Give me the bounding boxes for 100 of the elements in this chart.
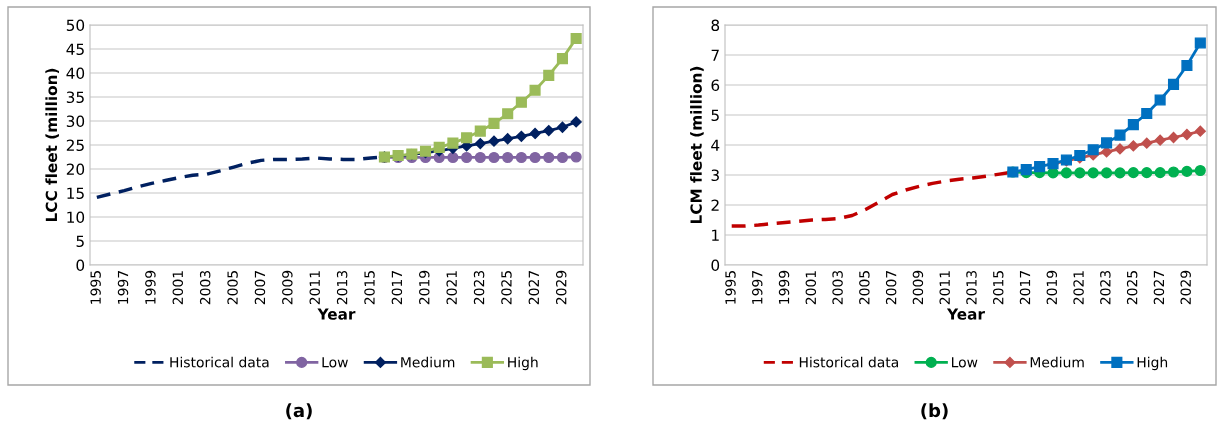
point — [1141, 107, 1153, 120]
x-tick-label: 2017 — [1019, 271, 1031, 305]
y-tick-label: 45 — [66, 43, 84, 56]
y-tick-label: 0 — [76, 259, 85, 272]
point — [543, 124, 555, 137]
y-tick-label: 40 — [66, 67, 85, 80]
y-tick-label: 5 — [711, 109, 719, 122]
point — [502, 133, 514, 145]
point — [1167, 131, 1180, 144]
point — [474, 137, 486, 150]
point — [1114, 129, 1126, 141]
x-tick-label: 2021 — [446, 271, 457, 305]
point — [515, 130, 527, 142]
x-tick-label: 2015 — [993, 271, 1004, 305]
y-tick-label: 5 — [76, 235, 84, 248]
x-tick-label: 2005 — [859, 271, 870, 305]
y-axis-title: LCM fleet (million) — [690, 66, 704, 224]
point — [570, 116, 582, 128]
y-tick-label: 8 — [711, 19, 720, 32]
y-tick-label: 1 — [712, 229, 719, 241]
point — [1101, 167, 1113, 179]
x-tick-label: 2003 — [199, 270, 211, 305]
point — [1194, 37, 1206, 49]
y-tick-label: 4 — [711, 139, 720, 151]
point — [1194, 164, 1206, 177]
x-tick-label: 2025 — [501, 271, 512, 305]
x-tick-label: 2027 — [528, 271, 540, 305]
y-tick-label: 3 — [711, 169, 719, 182]
x-tick-label: 2009 — [912, 270, 924, 305]
point — [529, 151, 541, 164]
x-tick-label: 2007 — [254, 271, 266, 305]
point — [1101, 137, 1113, 149]
x-tick-label: 1999 — [145, 270, 156, 304]
point — [1194, 125, 1206, 137]
point — [474, 125, 486, 137]
point — [1154, 167, 1166, 179]
legend-label: Low — [322, 357, 348, 368]
point — [1167, 78, 1180, 90]
x-tick-label: 2023 — [473, 270, 485, 305]
point — [502, 151, 514, 164]
legend-label: High — [1137, 356, 1168, 371]
legend-label: High — [508, 356, 538, 371]
point — [556, 121, 569, 133]
point — [447, 151, 459, 164]
x-tick-label: 2003 — [832, 270, 843, 305]
point — [543, 69, 555, 81]
x-tick-label: 1999 — [778, 270, 790, 304]
point — [1034, 161, 1046, 173]
point — [488, 117, 500, 129]
point — [1114, 143, 1126, 155]
point — [1181, 128, 1193, 141]
y-axis-title: LCC fleet (million) — [45, 68, 59, 222]
point — [1181, 165, 1193, 177]
point — [447, 137, 459, 149]
x-tick-label: 1997 — [117, 271, 129, 304]
legend-label: Medium — [401, 356, 455, 368]
x-tick-label: 2001 — [805, 271, 817, 305]
legend-label: Historical data — [799, 356, 898, 368]
point — [570, 151, 582, 163]
point — [529, 84, 541, 96]
point — [1087, 167, 1099, 179]
y-tick-label: 25 — [66, 139, 84, 152]
x-tick-label: 2007 — [885, 271, 897, 305]
legend-label: Medium — [1030, 356, 1084, 368]
x-tick-label: 2023 — [1100, 270, 1111, 305]
point — [1181, 59, 1193, 72]
point — [1114, 167, 1126, 179]
x-tick-label: 2001 — [172, 271, 184, 305]
x-tick-label: 2013 — [336, 270, 348, 305]
x-tick-label: 2025 — [1126, 271, 1138, 305]
point — [433, 141, 445, 153]
y-tick-label: 0 — [711, 259, 720, 272]
point — [1127, 167, 1139, 179]
point — [556, 151, 569, 164]
y-tick-label: 35 — [66, 91, 84, 104]
point — [474, 151, 486, 164]
point — [1127, 119, 1139, 131]
point — [1127, 140, 1139, 152]
legend-label: Low — [952, 357, 978, 368]
point — [1154, 134, 1166, 146]
point — [1087, 144, 1099, 156]
point — [543, 151, 555, 164]
point — [1060, 167, 1072, 179]
text: (b) — [921, 403, 948, 420]
point — [515, 151, 527, 164]
y-tick-label: 30 — [66, 115, 85, 128]
y-tick-label: 2 — [711, 199, 719, 211]
x-tick-label: 2013 — [966, 270, 977, 305]
y-tick-label: 6 — [711, 79, 720, 92]
point — [488, 135, 500, 147]
point — [502, 108, 514, 120]
y-tick-label: 20 — [66, 163, 85, 176]
point — [1074, 167, 1086, 179]
y-tick-label: 10 — [67, 211, 85, 224]
y-tick-label: 50 — [66, 19, 85, 32]
x-tick-label: 2029 — [1180, 270, 1191, 305]
x-tick-label: 2011 — [309, 271, 320, 305]
x-axis-title: Year — [317, 308, 356, 320]
x-tick-label: 2017 — [391, 271, 403, 305]
point — [1141, 167, 1153, 179]
